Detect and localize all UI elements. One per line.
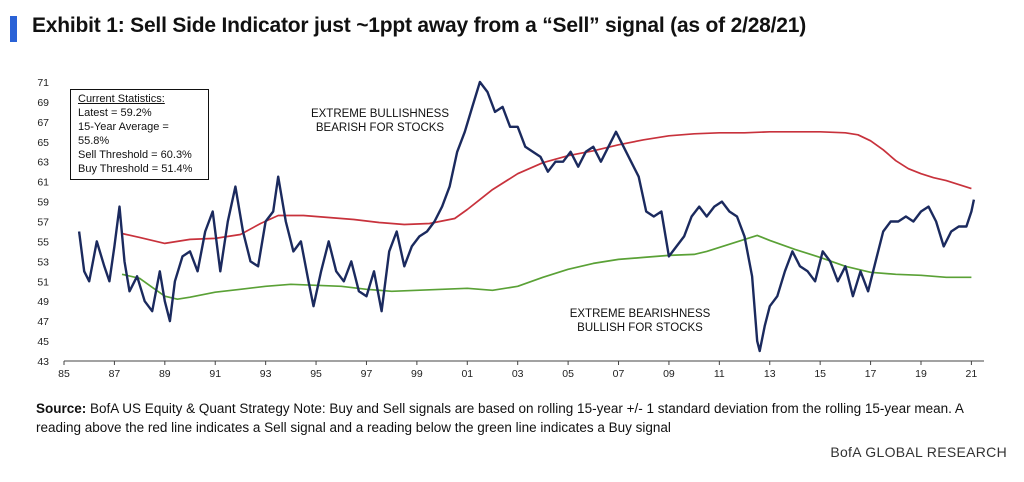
buy-threshold-line	[121, 234, 972, 301]
y-tick-label: 59	[37, 197, 49, 209]
y-tick-label: 57	[37, 217, 49, 229]
x-tick-label: 89	[159, 368, 171, 380]
y-tick-label: 55	[37, 236, 49, 248]
stats-latest: Latest = 59.2%	[78, 107, 152, 119]
x-tick-label: 05	[562, 368, 574, 380]
chart-plot: 43 45 47 49 51 53 55 57 59 61 63 65 67 69 71 85 87 89 91 9…	[37, 77, 984, 380]
y-tick-label: 51	[37, 276, 49, 288]
x-tick-label: 93	[260, 368, 272, 380]
x-tick-label: 15	[814, 368, 826, 380]
annotation-bottom-line-1: EXTREME BEARISHNESS	[569, 308, 711, 320]
annotation-top-line-2: BEARISH FOR STOCKS	[315, 122, 445, 134]
annotation-extreme-bullishness: EXTREME BULLISHNESS BEARISH FOR STOCKS	[270, 107, 490, 135]
y-tick-label: 47	[37, 316, 49, 328]
x-tick-label: 87	[109, 368, 121, 380]
indicator-line	[77, 80, 976, 353]
y-tick-label: 69	[37, 97, 49, 109]
stats-heading: Current Statistics:	[78, 93, 165, 105]
y-tick-label: 65	[37, 137, 49, 149]
stats-sell-threshold: Sell Threshold = 60.3%	[78, 149, 192, 161]
x-tick-label: 91	[209, 368, 221, 380]
stats-buy-threshold: Buy Threshold = 51.4%	[78, 163, 193, 175]
x-tick-label: 11	[714, 368, 725, 380]
y-tick-label: 67	[37, 117, 49, 129]
y-tick-label: 53	[37, 256, 49, 268]
x-tick-label: 97	[361, 368, 373, 380]
y-tick-label: 61	[37, 177, 49, 189]
annotation-top-line-1: EXTREME BULLISHNESS	[310, 108, 450, 120]
x-tick-label: 21	[966, 368, 978, 380]
x-tick-label: 95	[310, 368, 322, 380]
annotation-bottom-line-2: BULLISH FOR STOCKS	[577, 322, 703, 334]
y-axis: 43 45 47 49 51 53 55 57 59 61 63 65 67 69 71	[37, 77, 49, 368]
x-axis: 85 87 89 91 93 95 97 99 01 03 05 07 09 11 13 15 17 19 21	[58, 361, 977, 380]
x-tick-label: 03	[512, 368, 524, 380]
current-statistics-box: Current Statistics: Latest = 59.2% 15-Ye…	[70, 89, 209, 180]
chart-title: Exhibit 1: Sell Side Indicator just ~1pp…	[32, 14, 807, 37]
source-label: Source:	[36, 401, 87, 416]
x-tick-label: 13	[764, 368, 776, 380]
y-tick-label: 43	[37, 356, 49, 368]
x-tick-label: 17	[865, 368, 877, 380]
x-tick-label: 01	[461, 368, 473, 380]
brand-footer: BofA GLOBAL RESEARCH	[830, 444, 1007, 460]
source-note: Source: BofA US Equity & Quant Strategy …	[36, 399, 1006, 437]
y-tick-label: 45	[37, 336, 49, 348]
y-tick-label: 63	[37, 157, 49, 169]
annotation-extreme-bearishness: EXTREME BEARISHNESS BULLISH FOR STOCKS	[530, 307, 750, 335]
y-tick-label: 49	[37, 296, 49, 308]
x-tick-label: 99	[411, 368, 423, 380]
stats-15-year-average: 15-Year Average = 55.8%	[78, 121, 169, 147]
x-tick-label: 07	[613, 368, 625, 380]
title-accent-bar	[10, 16, 17, 42]
source-text: BofA US Equity & Quant Strategy Note: Bu…	[36, 401, 964, 435]
x-tick-label: 09	[663, 368, 675, 380]
x-tick-label: 85	[58, 368, 70, 380]
sell-threshold-line	[121, 130, 972, 245]
y-tick-label: 71	[37, 77, 49, 89]
x-tick-label: 19	[915, 368, 927, 380]
